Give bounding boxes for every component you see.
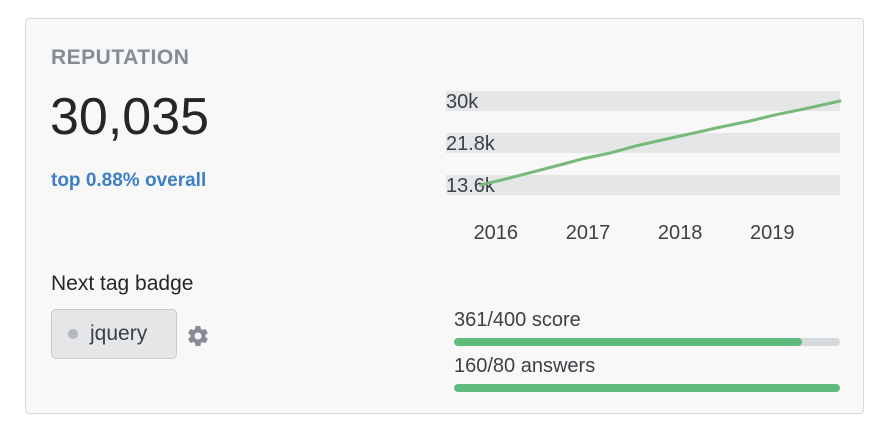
- reputation-card: REPUTATION 30,035 top 0.88% overall 30k 2…: [25, 18, 864, 414]
- reputation-chart: 30k 21.8k 13.6k 2016 2017 2018 2019: [446, 91, 842, 244]
- chart-y-tick-label: 21.8k: [446, 133, 496, 155]
- answers-progress-label: 160/80 answers: [454, 355, 596, 377]
- reputation-value: 30,035: [50, 88, 210, 146]
- chart-y-tick-label: 13.6k: [446, 175, 496, 197]
- chart-y-tick-label: 30k: [446, 91, 479, 113]
- tag-bullet-icon: [68, 329, 78, 339]
- score-progress-fill: [454, 338, 803, 346]
- score-progress-bar: [454, 338, 840, 346]
- next-badge-label: Next tag badge: [51, 272, 194, 295]
- gear-icon[interactable]: [186, 324, 210, 348]
- tag-name: jquery: [90, 322, 148, 345]
- answers-progress-fill: [454, 384, 840, 392]
- chart-x-tick-label: 2018: [658, 222, 703, 244]
- reputation-heading: REPUTATION: [51, 46, 190, 69]
- score-progress-label: 361/400 score: [454, 309, 581, 331]
- chart-reputation-line: [479, 99, 842, 187]
- chart-x-tick-label: 2017: [566, 222, 611, 244]
- chart-x-tick-label: 2016: [474, 222, 518, 244]
- reputation-rank-link[interactable]: top 0.88% overall: [51, 170, 207, 191]
- chart-grid-band: [446, 91, 840, 111]
- chart-x-tick-label: 2019: [750, 222, 795, 244]
- answers-progress-bar: [454, 384, 840, 392]
- chart-grid-band: [446, 175, 840, 195]
- next-badge-tag[interactable]: jquery: [51, 309, 177, 359]
